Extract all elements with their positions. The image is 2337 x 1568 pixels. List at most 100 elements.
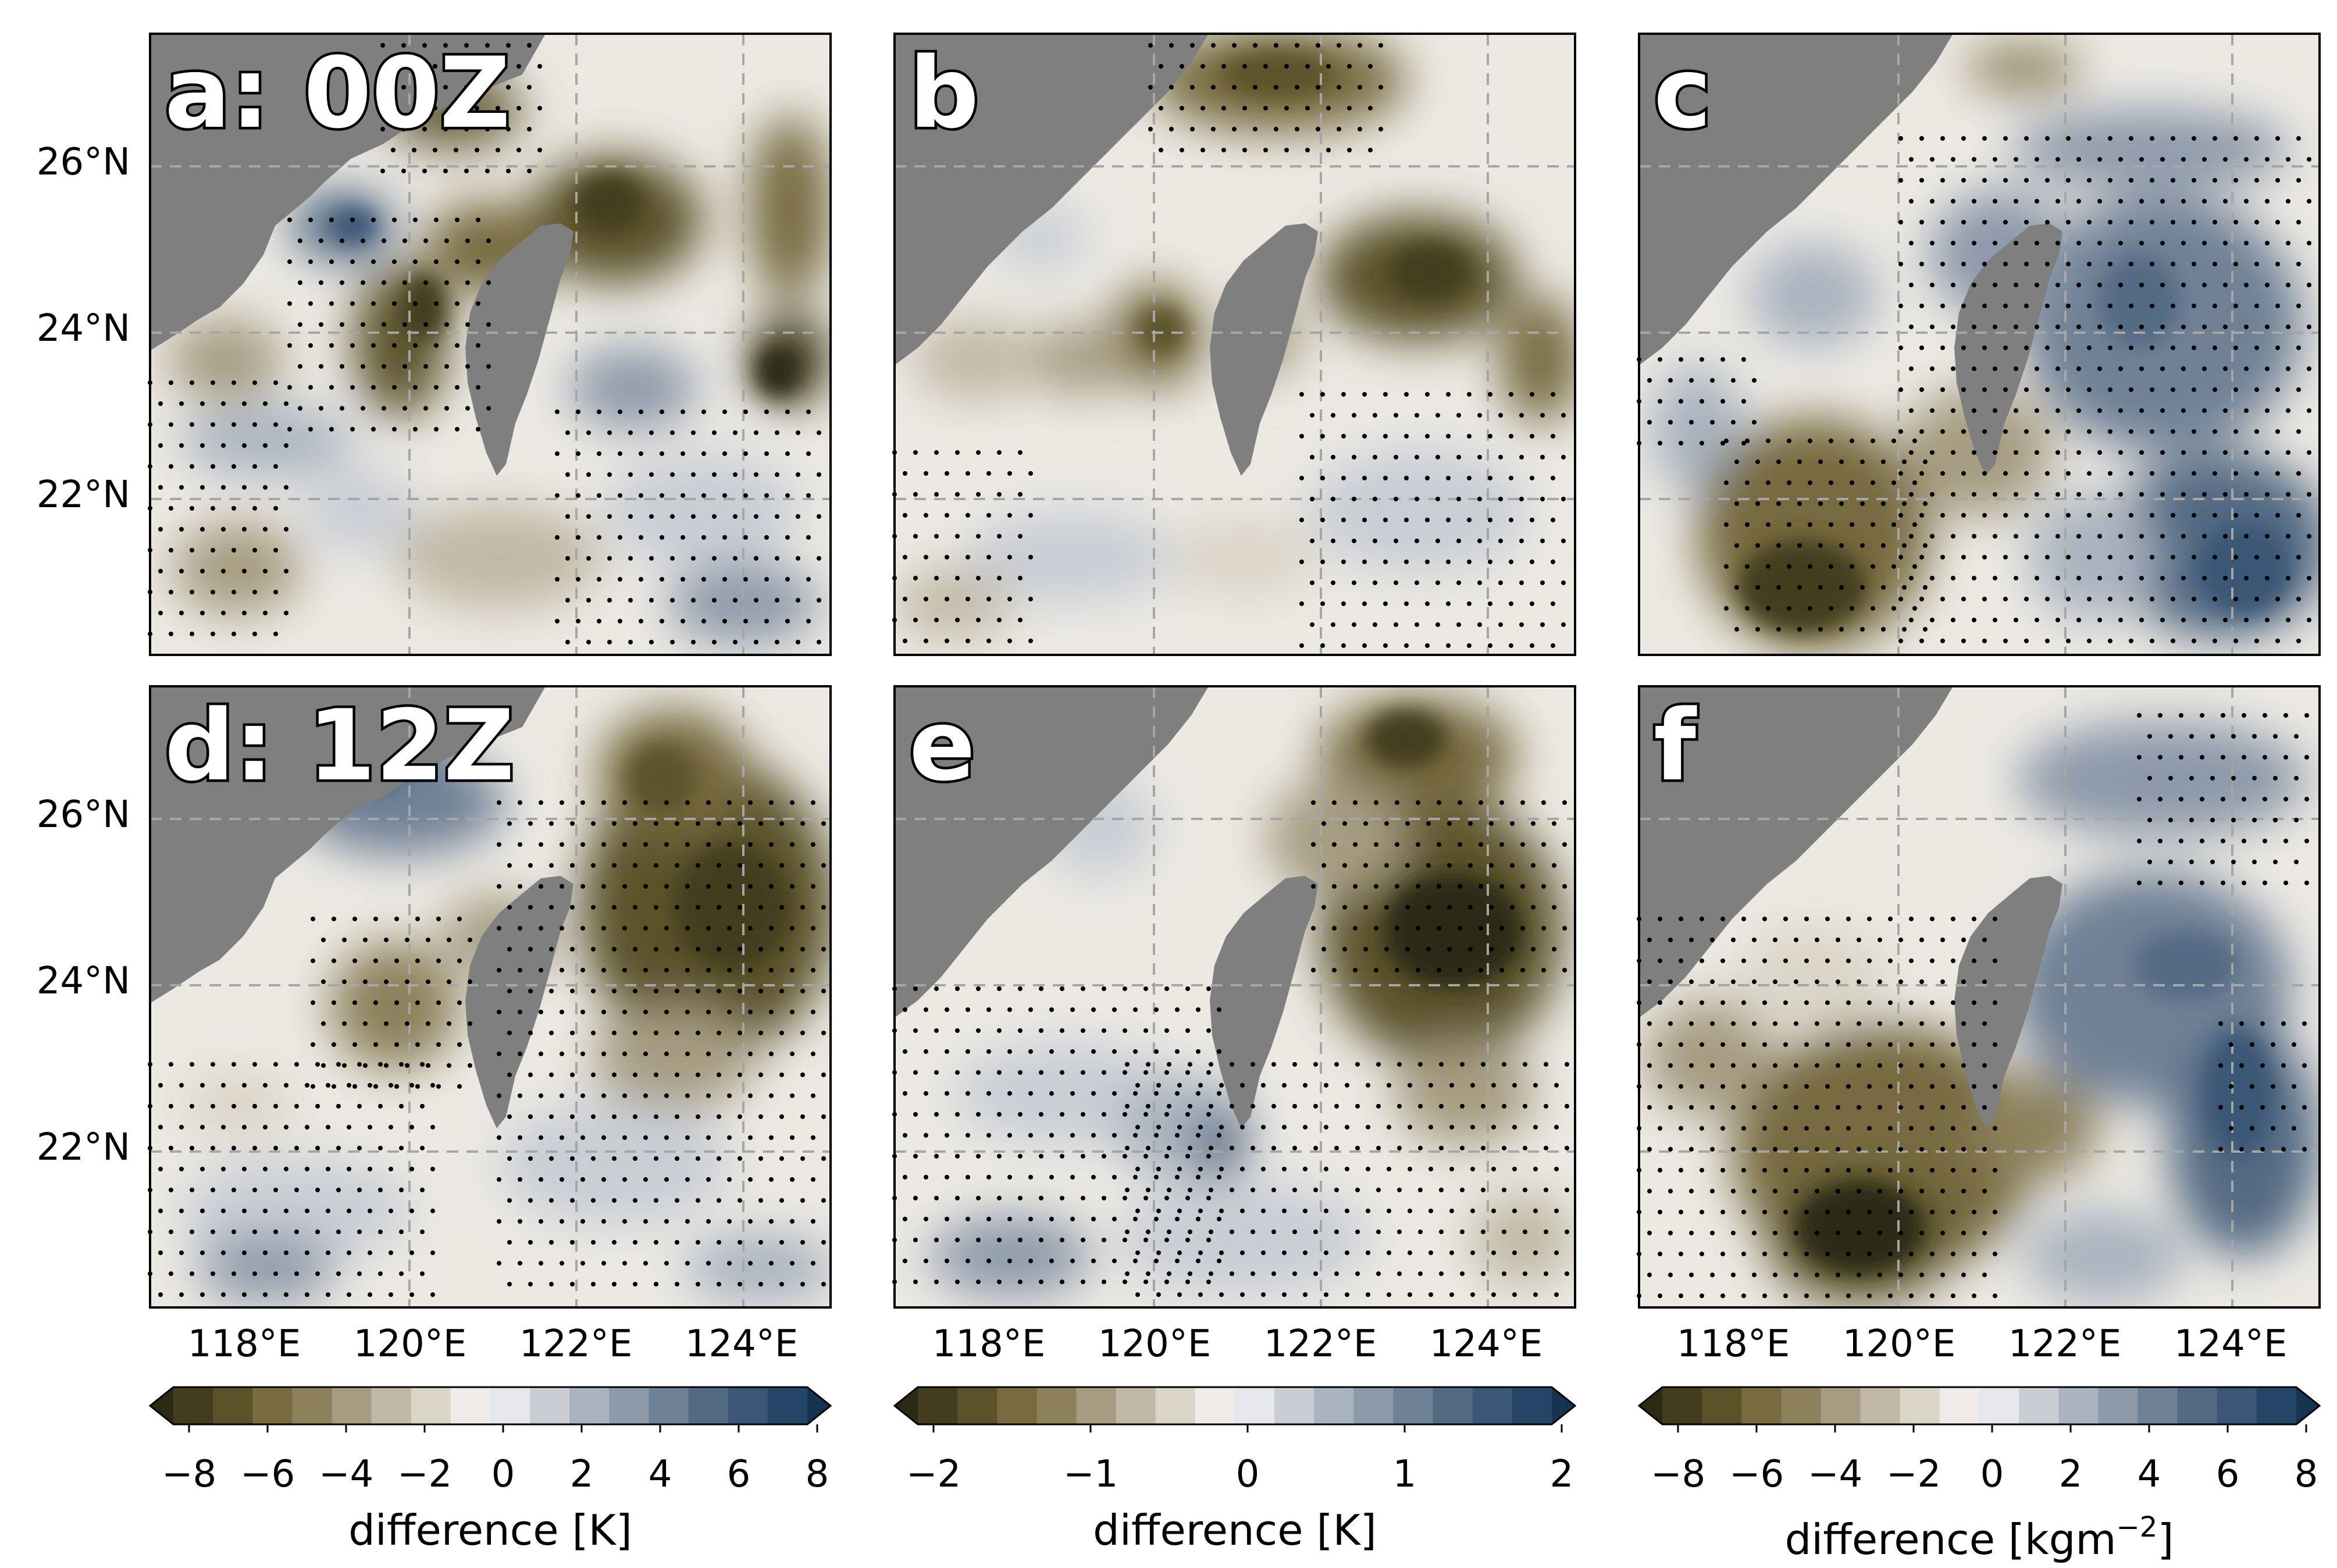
panel-label: f	[1654, 689, 1697, 803]
panel-label: c	[1654, 36, 1712, 150]
colorbar-tick-label: −2	[1886, 1453, 1941, 1496]
colorbar-swatch	[2019, 1387, 2059, 1424]
gridlines	[1639, 34, 2320, 655]
colorbar-3: −8 −6 −4 −2 0 2 4 6 8 difference [kgm−2]	[1637, 1386, 2321, 1564]
panel-d: d: 12Z	[148, 685, 832, 1309]
colorbar-tick-label: 1	[1393, 1453, 1417, 1496]
colorbar-tick-label: −4	[319, 1453, 373, 1496]
colorbar-swatch	[292, 1387, 332, 1424]
colorbar-tick-label: −2	[397, 1453, 452, 1496]
colorbar-extend-min	[1639, 1387, 1662, 1424]
colorbar-swatch	[252, 1387, 293, 1424]
colorbar-ticks: −2 −1 0 1 2	[906, 1453, 1574, 1496]
colorbar-tick-label: 0	[491, 1453, 515, 1496]
colorbar-swatch	[332, 1387, 372, 1424]
latitude-labels-top: 26°N 24°N 22°N	[37, 141, 130, 516]
colorbar-tick-label: −8	[1651, 1453, 1705, 1496]
difference-detail	[330, 173, 801, 397]
colorbar-swatch	[1781, 1387, 1821, 1424]
colorbar-tick-label: 8	[2295, 1453, 2318, 1496]
lat-tick-label: 22°N	[37, 1126, 130, 1169]
colorbar-swatch	[2058, 1387, 2099, 1424]
lat-tick-label: 24°N	[37, 960, 130, 1003]
colorbar-tick-label: 6	[2216, 1453, 2240, 1496]
colorbar-swatch	[2177, 1387, 2218, 1424]
lat-tick-label: 24°N	[37, 307, 130, 350]
colorbar-extend-max	[807, 1387, 831, 1424]
colorbar-swatch	[1116, 1387, 1156, 1424]
stipple-dots	[1637, 136, 2311, 643]
difference-detail	[1139, 51, 1470, 354]
panel-label: a: 00Z	[165, 36, 511, 150]
colorbar-ticks: −8 −6 −4 −2 0 2 4 6 8	[162, 1453, 829, 1496]
colorbar-swatch	[1860, 1387, 1901, 1424]
colorbar-tick-label: 2	[2059, 1453, 2083, 1496]
colorbar-swatch	[1741, 1387, 1782, 1424]
stipple-dots	[148, 800, 826, 1297]
colorbar-swatch	[1195, 1387, 1235, 1424]
colorbar-swatches	[148, 1386, 832, 1432]
colorbar-tick-label: −4	[1808, 1453, 1862, 1496]
lon-tick-label: 124°E	[1430, 1323, 1543, 1366]
colorbar-swatch	[2256, 1387, 2297, 1424]
lon-tick-label: 118°E	[1677, 1323, 1790, 1366]
colorbar-swatch	[569, 1387, 610, 1424]
colorbar-swatch	[2098, 1387, 2138, 1424]
longitude-labels-1: 118°E 120°E 122°E 124°E	[188, 1323, 799, 1366]
china-coast	[150, 686, 546, 1003]
colorbar-swatch	[649, 1387, 689, 1424]
panel-f: f	[1637, 685, 2321, 1309]
china-coast	[895, 686, 1209, 1018]
gridlines	[150, 686, 831, 1307]
colorbar-tick-label: 8	[806, 1453, 829, 1496]
colorbar-swatch	[450, 1387, 491, 1424]
gridlines	[150, 34, 831, 655]
colorbar-swatch	[1433, 1387, 1473, 1424]
colorbar-swatch	[1512, 1387, 1552, 1424]
china-coast	[895, 34, 1209, 365]
taiwan	[1210, 223, 1318, 476]
stipple-dots	[892, 800, 1569, 1297]
taiwan	[465, 223, 573, 476]
lon-tick-label: 122°E	[2008, 1323, 2122, 1366]
colorbar-swatch	[1036, 1387, 1077, 1424]
colorbar-tick-label: 2	[570, 1453, 594, 1496]
lon-tick-label: 118°E	[932, 1323, 1046, 1366]
colorbar-swatch	[1393, 1387, 1434, 1424]
colorbar-tick-label: −6	[1729, 1453, 1784, 1496]
colorbar-swatch	[1662, 1387, 1702, 1424]
colorbar-swatches	[893, 1386, 1577, 1432]
lat-tick-label: 26°N	[37, 141, 130, 184]
panel-label: b	[909, 36, 979, 150]
colorbar-outline	[893, 1386, 1577, 1426]
colorbar-tick-label: 4	[649, 1453, 672, 1496]
colorbar-swatch	[1353, 1387, 1394, 1424]
longitude-labels-2: 118°E 120°E 122°E 124°E	[932, 1323, 1543, 1366]
colorbar-extend-max	[1552, 1387, 1575, 1424]
gridlines	[895, 686, 1575, 1307]
colorbar-tick-label: −1	[1063, 1453, 1118, 1496]
colorbar-swatches	[1637, 1386, 2321, 1432]
colorbar-swatch	[1076, 1387, 1117, 1424]
colorbar-swatch	[1235, 1387, 1275, 1424]
colorbar-swatch	[688, 1387, 729, 1424]
colorbar-swatch	[1702, 1387, 1742, 1424]
lon-tick-label: 124°E	[685, 1323, 799, 1366]
colorbar-swatch	[1472, 1387, 1513, 1424]
colorbar-label: difference [kgm−2]	[1785, 1511, 2174, 1564]
stipple-dots	[148, 43, 821, 644]
colorbar-tick-label: 0	[1236, 1453, 1260, 1496]
stipple-dots	[892, 43, 1566, 648]
colorbar-tick-label: 4	[2138, 1453, 2161, 1496]
colorbar-label-main: difference [kgm	[1785, 1515, 2117, 1564]
panel-frame	[893, 685, 1576, 1309]
difference-field	[895, 34, 1575, 639]
panel-label: e	[909, 689, 975, 803]
colorbar-swatch	[530, 1387, 570, 1424]
colorbar-tick-label: −6	[240, 1453, 295, 1496]
panel-c: c	[1637, 33, 2321, 656]
colorbar-tick-label: 2	[1550, 1453, 1574, 1496]
gridlines	[1639, 686, 2320, 1307]
colorbar-swatch	[918, 1387, 958, 1424]
